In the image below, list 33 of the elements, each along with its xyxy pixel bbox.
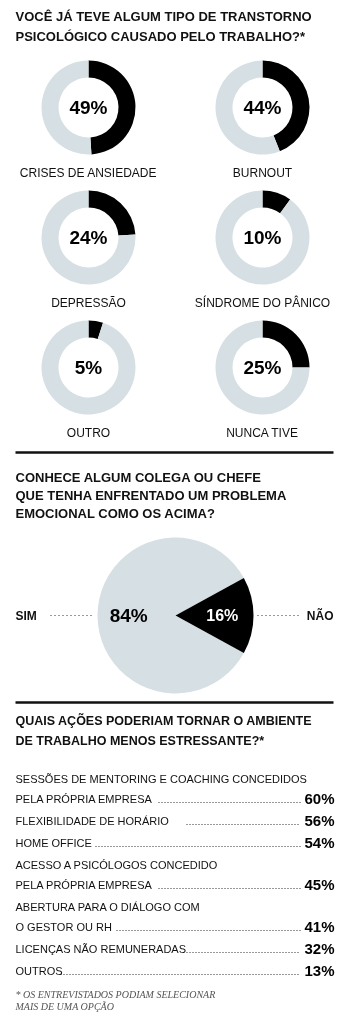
text: 44%	[243, 97, 282, 118]
category-label: ABERTURA PARA O DIÁLOGO COM O GESTOR OU RH	[15, 900, 200, 933]
chart-title: CONHECE ALGUM COLEGA OU CHEFE QUE TENHA ENFRENTADO UM PROBLEMA EMOCIONAL COMO OS ACIMA?	[15, 470, 287, 521]
text: 24%	[69, 227, 108, 248]
text: SÍNDROME DO PÂNICO	[194, 294, 331, 310]
text: 45%	[304, 876, 335, 893]
text: NUNCA TIVE	[226, 425, 298, 440]
text: 54%	[304, 834, 335, 851]
text: 41%	[304, 918, 335, 935]
text: 10%	[243, 227, 282, 248]
text: VOCÊ JÁ TEVE ALGUM TIPO DE TRANSTORNO PSICOLÓGICO CAUSADO PELO TRABALHO?*	[15, 9, 312, 44]
text: 60%	[304, 790, 335, 807]
category-label: FLEXIBILIDADE DE HORÁRIO	[15, 814, 170, 827]
text: 25%	[243, 357, 282, 378]
data-label: 16%	[206, 607, 239, 624]
text: 5%	[74, 357, 103, 378]
text: * OS ENTREVISTADOS PODIAM SELECIONAR MAIS DE UMA OPÇÃO	[14, 989, 216, 1012]
text: OUTRO	[66, 425, 111, 440]
category-label: ACESSO A PSICÓLOGOS CONCEDIDO PELA PRÓPRIA EMPRESA	[15, 858, 218, 891]
text: 32%	[304, 940, 335, 957]
text: 49%	[69, 97, 108, 118]
text: BURNOUT	[232, 165, 293, 180]
text: DEPRESSÃO	[51, 295, 126, 310]
data-label: 84%	[109, 605, 148, 626]
category-label: OUTROS	[15, 964, 63, 977]
slice-label: NÃO	[306, 607, 334, 623]
text: QUAIS AÇÕES PODERIAM TORNAR O AMBIENTE DE TRABALHO MENOS ESTRESSANTE?*	[15, 712, 312, 748]
text: CRISES DE ANSIEDADE	[19, 165, 157, 180]
text: 56%	[304, 812, 335, 829]
slice-label: SIM	[15, 608, 37, 623]
category-label: HOME OFFICE	[15, 836, 92, 849]
text: 13%	[304, 962, 335, 979]
category-label: LICENÇAS NÃO REMUNERADAS	[15, 942, 187, 955]
